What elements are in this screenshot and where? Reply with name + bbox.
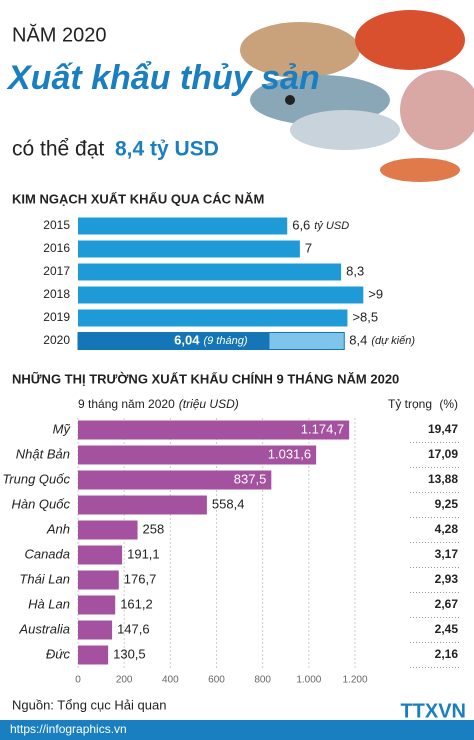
value-label: 8,4 [349,332,367,347]
subtitle-prefix: có thể đạt [12,138,104,161]
bar [78,240,300,258]
value-label: 837,5 [234,471,267,486]
logo: TTXVN [400,700,466,722]
x-tick-label: 800 [254,675,271,686]
partial-bar [78,332,270,350]
y-tick-label: 2018 [43,287,70,301]
value-label: 161,2 [120,596,153,611]
bar [78,595,116,615]
forecast-note: (dự kiến) [371,335,415,347]
share-label: 17,09 [428,447,458,461]
bar [78,620,113,640]
y-tick-label: Anh [46,521,70,536]
value-label: 7 [305,240,312,255]
bar [78,263,342,281]
x-tick-label: 1.000 [296,675,321,686]
y-tick-label: 2016 [43,241,70,255]
x-axis-unit: (triệu USD) [179,397,239,411]
bar [78,217,288,235]
partial-note: (9 tháng) [203,335,247,347]
year: NĂM 2020 [12,23,107,46]
value-label: 558,4 [212,496,245,511]
value-label: >9 [368,286,383,301]
share-label: 13,88 [428,472,458,486]
share-label: 4,28 [435,522,459,536]
main-title: Xuất khẩu thủy sản [6,59,320,97]
y-tick-label: Hàn Quốc [11,496,70,511]
y-tick-label: Nhật Bản [16,446,70,461]
unit-label: tỷ USD [314,220,349,232]
x-tick-label: 0 [75,675,81,686]
bar [78,420,350,440]
bar [78,520,138,540]
seafood-illustration [240,10,474,182]
bar [78,645,109,665]
y-tick-label: Australia [18,621,70,636]
y-tick-label: 2017 [43,264,70,278]
partial-label: 6,04 [174,332,200,347]
y-tick-label: 2019 [43,310,70,324]
value-label: 1.031,6 [268,446,311,461]
bar [78,570,119,590]
share-label: 2,93 [435,572,459,586]
y-tick-label: 2020 [43,333,70,347]
footer-bar [0,720,474,740]
bar [78,470,272,490]
y-tick-label: Đức [46,646,71,661]
bar [78,309,348,327]
bar [78,495,207,515]
chart-title: KIM NGẠCH XUẤT KHẨU QUA CÁC NĂM [12,191,264,206]
bar [78,445,317,465]
value-label: 176,7 [124,571,157,586]
y-tick-label: Canada [24,546,70,561]
share-label: 3,17 [435,547,459,561]
value-label: >8,5 [352,309,378,324]
share-label: 2,67 [435,597,459,611]
value-label: 147,6 [117,621,150,636]
y-tick-label: Trung Quốc [2,471,70,486]
value-label: 8,3 [346,263,364,278]
share-unit: (%) [439,397,458,411]
y-tick-label: Thái Lan [19,571,70,586]
bar [78,545,123,565]
value-label: 130,5 [113,646,146,661]
share-label: 9,25 [435,497,459,511]
share-label: 2,16 [435,647,459,661]
x-axis-title: 9 tháng năm 2020 [78,397,175,411]
x-tick-label: 400 [162,675,179,686]
share-label: 2,45 [435,622,459,636]
url: https://infographics.vn [10,722,127,736]
value-label: 258 [143,521,165,536]
source: Nguồn: Tổng cục Hải quan [12,697,166,712]
subtitle-value: 8,4 tỷ USD [115,138,219,161]
y-tick-label: Hà Lan [28,596,70,611]
x-tick-label: 1.200 [342,675,367,686]
chart-title: NHỮNG THỊ TRƯỜNG XUẤT KHẨU CHÍNH 9 THÁNG… [12,371,399,386]
value-label: 6,6 [292,217,310,232]
bar [78,286,364,304]
value-label: 191,1 [127,546,160,561]
y-tick-label: 2015 [43,218,70,232]
share-label: 19,47 [428,422,458,436]
share-title: Tỷ trọng [388,397,432,411]
y-tick-label: Mỹ [53,421,72,436]
value-label: 1.174,7 [301,421,344,436]
x-tick-label: 200 [116,675,133,686]
x-tick-label: 600 [208,675,225,686]
